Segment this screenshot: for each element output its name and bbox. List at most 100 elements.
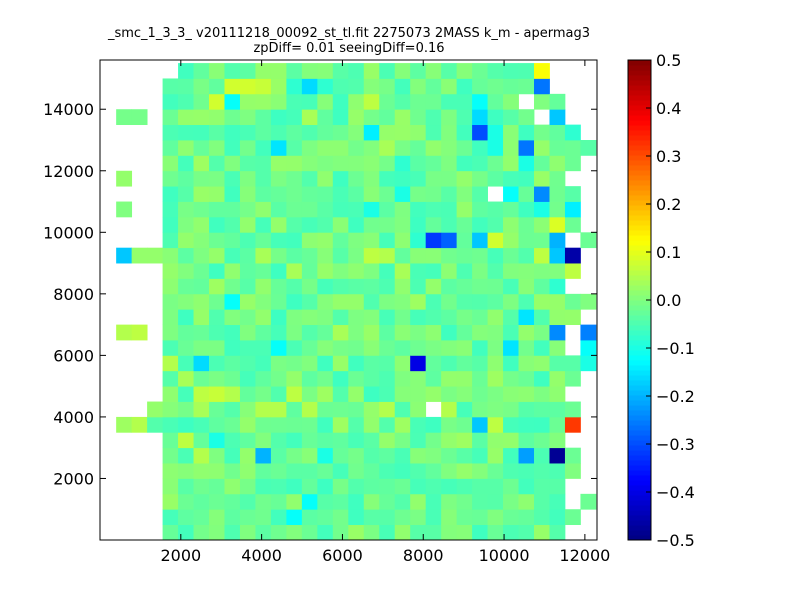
colorbar-segment <box>628 380 651 386</box>
heatmap-cell <box>239 463 256 479</box>
heatmap-cell <box>255 509 272 526</box>
heatmap-cell <box>348 416 365 433</box>
colorbar-segment <box>628 170 651 176</box>
heatmap-cell <box>239 78 256 95</box>
heatmap-cell <box>472 170 488 187</box>
colorbar-tick-label: −0.4 <box>656 483 695 502</box>
colorbar-segment <box>628 340 651 346</box>
heatmap-cell <box>301 247 318 264</box>
heatmap-cell <box>441 155 458 172</box>
colorbar-segment <box>628 195 651 201</box>
heatmap-cell <box>425 170 442 187</box>
heatmap-cell <box>209 309 225 326</box>
heatmap-cell <box>239 370 256 387</box>
heatmap-cell <box>456 247 473 264</box>
colorbar-segment <box>628 420 651 426</box>
heatmap-cell <box>178 109 194 126</box>
heatmap-cell <box>564 355 581 372</box>
heatmap-cell <box>209 124 225 141</box>
heatmap-cell <box>255 78 272 95</box>
colorbar-segment <box>628 520 651 526</box>
heatmap-cell <box>286 278 303 295</box>
heatmap-cell <box>301 463 318 479</box>
heatmap-cell <box>317 201 334 218</box>
heatmap-cell <box>425 432 442 449</box>
heatmap-cell <box>239 355 256 372</box>
heatmap-cell <box>564 201 581 218</box>
colorbar-segment <box>628 250 651 256</box>
heatmap-cell <box>317 370 334 387</box>
heatmap-cell <box>441 186 458 202</box>
heatmap-cell <box>224 386 241 402</box>
heatmap-cell <box>332 216 349 233</box>
heatmap-cell <box>549 524 566 541</box>
colorbar-segment <box>628 60 651 66</box>
heatmap-cell <box>472 109 488 126</box>
heatmap-cell <box>239 93 256 110</box>
heatmap-cell <box>503 124 519 141</box>
heatmap-cell <box>472 78 488 95</box>
heatmap-cell <box>441 170 458 187</box>
heatmap-cell <box>410 355 427 372</box>
heatmap-cell <box>301 340 318 356</box>
colorbar-segment <box>628 180 651 186</box>
heatmap-cell <box>301 432 318 449</box>
heatmap-cell <box>209 247 225 264</box>
heatmap-cell <box>425 247 442 264</box>
heatmap-cell <box>518 524 535 541</box>
heatmap-cell <box>363 370 380 387</box>
heatmap-cell <box>270 186 287 202</box>
heatmap-cell <box>255 493 272 510</box>
heatmap-cell <box>209 370 225 387</box>
heatmap-cell <box>456 416 473 433</box>
heatmap-cell <box>193 509 210 526</box>
heatmap-cell <box>549 401 566 418</box>
heatmap-cell <box>131 416 148 433</box>
heatmap-cell <box>270 324 287 341</box>
heatmap-cell <box>425 293 442 310</box>
heatmap-cell <box>178 155 194 172</box>
heatmap-cell <box>317 432 334 449</box>
heatmap-cell <box>224 263 241 279</box>
heatmap-cell <box>301 370 318 387</box>
heatmap-cell <box>317 247 334 264</box>
heatmap-cell <box>255 263 272 279</box>
colorbar-tick-label: 0.2 <box>656 195 681 214</box>
heatmap-cell <box>162 463 179 479</box>
colorbar-segment <box>628 365 651 371</box>
colorbar-segment <box>628 305 651 311</box>
heatmap-cell <box>224 524 241 541</box>
axes: 2000 4000 6000 8000 10000 12000 2000 4000 6000 80… <box>43 59 610 565</box>
heatmap-cell <box>224 155 241 172</box>
heatmap-cell <box>564 370 581 387</box>
heatmap-cell <box>255 93 272 110</box>
heatmap-cell <box>332 186 349 202</box>
heatmap-cell <box>301 109 318 126</box>
heatmap-cell <box>286 247 303 264</box>
heatmap-cell <box>193 432 210 449</box>
heatmap-cell <box>317 478 334 495</box>
heatmap-cell <box>394 463 411 479</box>
heatmap-cell <box>332 432 349 449</box>
heatmap-cell <box>379 186 396 202</box>
colorbar-tick-label: −0.1 <box>656 339 695 358</box>
heatmap-cell <box>503 186 519 202</box>
heatmap-cell <box>456 124 473 141</box>
colorbar-segment <box>628 360 651 366</box>
heatmap-cell <box>224 278 241 295</box>
heatmap-cell <box>317 278 334 295</box>
colorbar-segment <box>628 390 651 396</box>
heatmap-cell <box>178 401 194 418</box>
heatmap-cell <box>425 63 442 79</box>
heatmap-cell <box>503 386 519 402</box>
colorbar-tick-label: −0.2 <box>656 387 695 406</box>
heatmap-cell <box>332 447 349 464</box>
heatmap-cell <box>239 124 256 141</box>
colorbar-segment <box>628 385 651 391</box>
heatmap-cell <box>255 63 272 79</box>
heatmap-cell <box>394 170 411 187</box>
heatmap-cell <box>317 447 334 464</box>
colorbar-segment <box>628 465 651 471</box>
colorbar-segment <box>628 130 651 136</box>
heatmap-cell <box>472 447 488 464</box>
